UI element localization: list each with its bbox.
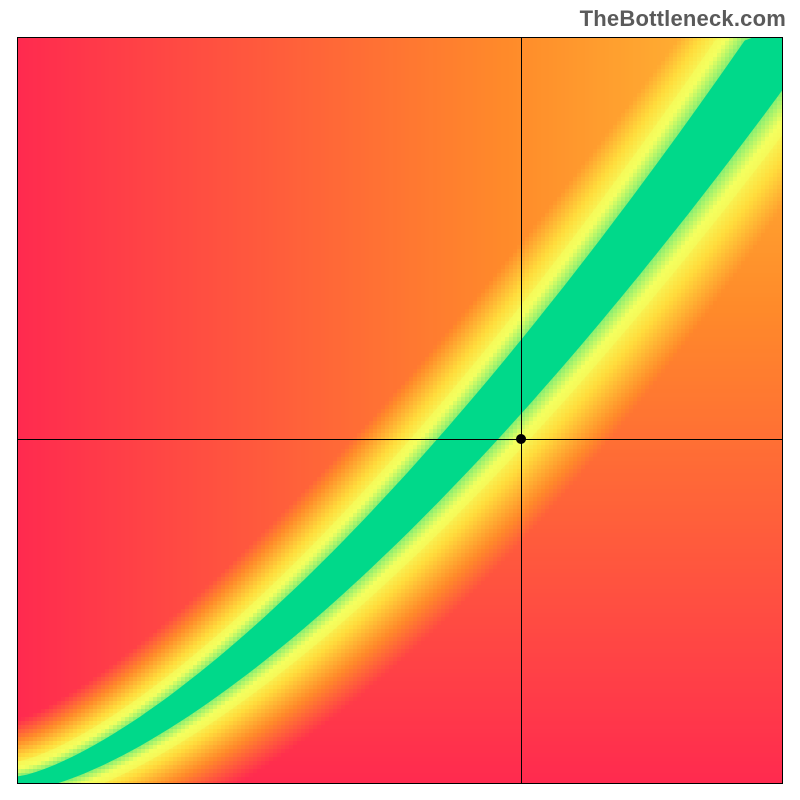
frame: TheBottleneck.com (0, 0, 800, 800)
heatmap-plot (17, 37, 783, 784)
attribution-label: TheBottleneck.com (580, 6, 786, 32)
acceptance-band (17, 37, 783, 784)
